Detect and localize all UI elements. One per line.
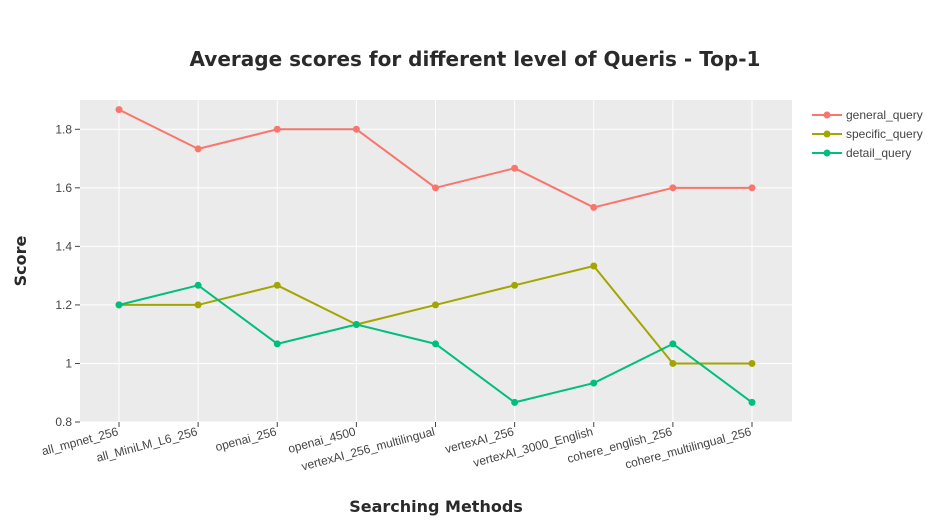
data-point[interactable] xyxy=(273,281,281,289)
series-layer xyxy=(115,106,756,406)
data-point[interactable] xyxy=(669,340,677,348)
data-point[interactable] xyxy=(432,340,439,348)
data-point[interactable] xyxy=(273,340,281,348)
data-point[interactable] xyxy=(511,398,519,406)
data-point[interactable] xyxy=(590,262,598,270)
y-axis-ticks: 0.8 1 1.2 1.4 1.6 1.8 xyxy=(55,122,80,429)
x-axis-title: Searching Methods xyxy=(349,497,523,516)
data-point[interactable] xyxy=(352,321,360,329)
legend-item-general_query[interactable]: general_query xyxy=(812,108,923,122)
data-point[interactable] xyxy=(511,281,519,289)
legend-marker xyxy=(823,111,831,119)
legend-marker xyxy=(823,130,831,138)
y-tick-label: 1.6 xyxy=(55,181,72,195)
x-tick-label: vertexAI_256_multilingual xyxy=(300,424,436,473)
y-tick-label: 1 xyxy=(65,356,72,370)
x-tick-label: openai_256 xyxy=(214,424,279,454)
legend-label: detail_query xyxy=(846,146,911,160)
data-point[interactable] xyxy=(115,301,123,309)
y-tick-label: 1.8 xyxy=(55,122,72,136)
data-point[interactable] xyxy=(748,398,756,406)
data-point[interactable] xyxy=(748,184,756,192)
legend-item-specific_query[interactable]: specific_query xyxy=(812,127,923,141)
data-point[interactable] xyxy=(194,301,202,309)
series-detail_query xyxy=(115,281,756,406)
data-point[interactable] xyxy=(669,359,677,367)
data-point[interactable] xyxy=(511,164,519,172)
y-tick-label: 1.4 xyxy=(55,239,72,253)
data-point[interactable] xyxy=(194,281,202,289)
data-point[interactable] xyxy=(115,106,123,114)
data-point[interactable] xyxy=(432,184,439,192)
legend[interactable]: general_query specific_query detail_query xyxy=(812,108,923,160)
data-point[interactable] xyxy=(352,125,360,133)
data-point[interactable] xyxy=(669,184,677,192)
data-point[interactable] xyxy=(432,301,439,309)
legend-item-detail_query[interactable]: detail_query xyxy=(812,146,911,160)
series-general_query xyxy=(115,106,756,211)
data-point[interactable] xyxy=(748,359,756,367)
data-point[interactable] xyxy=(273,125,281,133)
data-point[interactable] xyxy=(590,379,598,387)
y-axis-title: Score xyxy=(11,235,30,286)
y-tick-label: 1.2 xyxy=(55,298,72,312)
y-tick-label: 0.8 xyxy=(55,415,72,429)
legend-label: general_query xyxy=(846,108,923,122)
x-gridlines xyxy=(118,100,753,422)
data-point[interactable] xyxy=(194,145,202,153)
legend-label: specific_query xyxy=(846,127,923,141)
data-point[interactable] xyxy=(590,203,598,211)
legend-marker xyxy=(823,149,831,157)
chart-title: Average scores for different level of Qu… xyxy=(190,47,761,71)
